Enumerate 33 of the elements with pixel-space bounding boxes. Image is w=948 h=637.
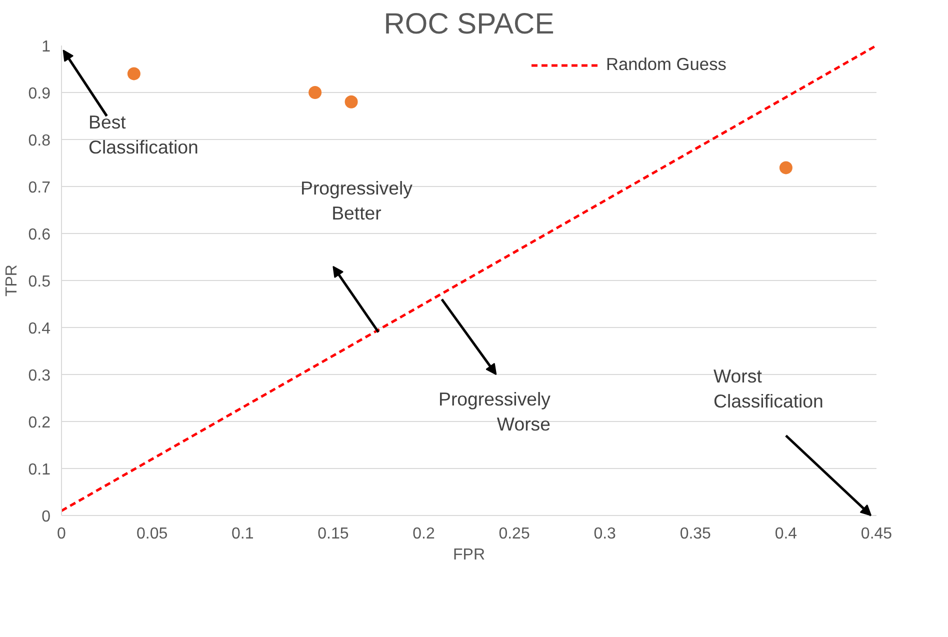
x-tick-label: 0.35 — [680, 526, 712, 542]
y-tick-label: 0.9 — [28, 86, 51, 102]
legend-label: Random Guess — [606, 54, 726, 75]
annotation: Worst Classification — [714, 366, 824, 412]
y-tick-label: 0.6 — [28, 226, 51, 244]
y-tick-label: 0 — [42, 508, 51, 526]
y-tick-label: 0.8 — [28, 132, 51, 150]
y-tick-label: 0.5 — [28, 274, 51, 290]
x-tick-label: 0.05 — [136, 526, 168, 542]
y-tick-label: 0.2 — [28, 414, 51, 432]
x-tick-label: 0.1 — [231, 526, 254, 542]
y-tick-label: 0.4 — [28, 320, 51, 338]
y-tick-label: 0.1 — [28, 462, 51, 478]
annotation: Progressively Worse — [438, 388, 552, 435]
x-tick-label: 0.15 — [318, 526, 349, 542]
y-tick-label: 0.7 — [28, 180, 51, 196]
x-tick-label: 0.25 — [498, 526, 530, 542]
x-axis-title: FPR — [453, 546, 485, 564]
chart-title: ROC SPACE — [384, 8, 554, 40]
point — [308, 86, 322, 99]
point — [779, 161, 792, 174]
y-axis-title: TPR — [3, 264, 20, 296]
x-tick-label: 0 — [57, 526, 66, 542]
point — [344, 95, 358, 108]
annotation: Progressively Better — [300, 178, 414, 224]
y-tick-label: 0.3 — [28, 368, 51, 384]
x-tick-label: 0.2 — [412, 526, 435, 542]
point — [127, 67, 140, 80]
annotation: Best Classification — [88, 112, 198, 158]
x-tick-label: 0.45 — [860, 526, 892, 542]
x-tick-label: 0.4 — [774, 526, 798, 542]
x-tick-label: 0.3 — [594, 526, 616, 542]
y-tick-label: 1 — [42, 38, 51, 56]
